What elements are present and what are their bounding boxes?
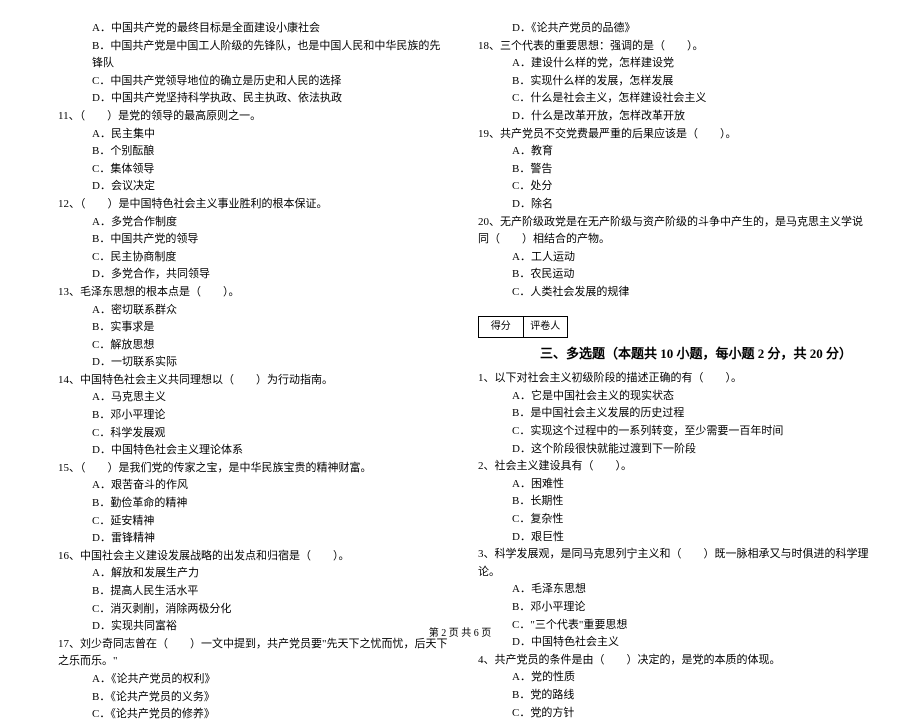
- q15-opt-c: C．延安精神: [50, 513, 450, 531]
- q15-opt-a: A．艰苦奋斗的作风: [50, 477, 450, 495]
- right-column: D．《论共产党员的品德》 18、三个代表的重要思想：强调的是（ ）。 A．建设什…: [460, 20, 880, 620]
- q11-opt-d: D．会议决定: [50, 178, 450, 196]
- q14-opt-c: C．科学发展观: [50, 425, 450, 443]
- mq1-opt-b: B．是中国社会主义发展的历史过程: [470, 405, 870, 423]
- q19-opt-c: C．处分: [470, 178, 870, 196]
- left-column: A．中国共产党的最终目标是全面建设小康社会 B．中国共产党是中国工人阶级的先锋队…: [40, 20, 460, 620]
- q13-opt-a: A．密切联系群众: [50, 302, 450, 320]
- q11-opt-a: A．民主集中: [50, 126, 450, 144]
- q13-opt-b: B．实事求是: [50, 319, 450, 337]
- q14-opt-a: A．马克思主义: [50, 389, 450, 407]
- q14-opt-b: B．邓小平理论: [50, 407, 450, 425]
- mq1-opt-a: A．它是中国社会主义的现实状态: [470, 388, 870, 406]
- q19-opt-d: D．除名: [470, 196, 870, 214]
- q18-opt-b: B．实现什么样的发展，怎样发展: [470, 73, 870, 91]
- mq4-opt-a: A．党的性质: [470, 669, 870, 687]
- score-box: 得分 评卷人: [478, 316, 568, 338]
- mq3-stem: 3、科学发展观，是同马克思列宁主义和（ ）既一脉相承又与时俱进的科学理论。: [470, 546, 870, 581]
- mq1-opt-d: D．这个阶段很快就能过渡到下一阶段: [470, 441, 870, 459]
- q20-opt-b: B．农民运动: [470, 266, 870, 284]
- q10-opt-a: A．中国共产党的最终目标是全面建设小康社会: [50, 20, 450, 38]
- q19-stem: 19、共产党员不交党费最严重的后果应该是（ ）。: [470, 126, 870, 144]
- q16-opt-a: A．解放和发展生产力: [50, 565, 450, 583]
- q20-opt-a: A．工人运动: [470, 249, 870, 267]
- q12-stem: 12、（ ）是中国特色社会主义事业胜利的根本保证。: [50, 196, 450, 214]
- mq4-stem: 4、共产党员的条件是由（ ）决定的，是党的本质的体现。: [470, 652, 870, 670]
- q18-stem: 18、三个代表的重要思想：强调的是（ ）。: [470, 38, 870, 56]
- mq3-opt-a: A．毛泽东思想: [470, 581, 870, 599]
- q10-opt-b: B．中国共产党是中国工人阶级的先锋队，也是中国人民和中华民族的先锋队: [50, 38, 450, 73]
- mq2-opt-c: C．复杂性: [470, 511, 870, 529]
- q12-opt-d: D．多党合作，共同领导: [50, 266, 450, 284]
- q11-opt-c: C．集体领导: [50, 161, 450, 179]
- q15-opt-d: D．雷锋精神: [50, 530, 450, 548]
- mq2-opt-d: D．艰巨性: [470, 529, 870, 547]
- q11-stem: 11、（ ）是党的领导的最高原则之一。: [50, 108, 450, 126]
- marker-cell: 评卷人: [524, 317, 568, 337]
- mq4-opt-c: C．党的方针: [470, 705, 870, 723]
- q14-stem: 14、中国特色社会主义共同理想以（ ）为行动指南。: [50, 372, 450, 390]
- q17-opt-d: D．《论共产党员的品德》: [470, 20, 870, 38]
- q13-opt-c: C．解放思想: [50, 337, 450, 355]
- q14-opt-d: D．中国特色社会主义理论体系: [50, 442, 450, 460]
- mq2-stem: 2、社会主义建设具有（ ）。: [470, 458, 870, 476]
- q20-stem: 20、无产阶级政党是在无产阶级与资产阶级的斗争中产生的，是马克思主义学说同（ ）…: [470, 214, 870, 249]
- q15-stem: 15、（ ）是我们党的传家之宝，是中华民族宝贵的精神财富。: [50, 460, 450, 478]
- mq3-opt-b: B．邓小平理论: [470, 599, 870, 617]
- q10-opt-d: D．中国共产党坚持科学执政、民主执政、依法执政: [50, 90, 450, 108]
- score-cell: 得分: [479, 317, 524, 337]
- mq1-opt-c: C．实现这个过程中的一系列转变，至少需要一百年时间: [470, 423, 870, 441]
- q18-opt-a: A．建设什么样的党，怎样建设党: [470, 55, 870, 73]
- q10-opt-c: C．中国共产党领导地位的确立是历史和人民的选择: [50, 73, 450, 91]
- q16-opt-b: B．提高人民生活水平: [50, 583, 450, 601]
- q12-opt-c: C．民主协商制度: [50, 249, 450, 267]
- q20-opt-c: C．人类社会发展的规律: [470, 284, 870, 302]
- q13-stem: 13、毛泽东思想的根本点是（ ）。: [50, 284, 450, 302]
- mq4-opt-b: B．党的路线: [470, 687, 870, 705]
- page-footer: 第 2 页 共 6 页: [0, 626, 920, 642]
- q15-opt-b: B．勤俭革命的精神: [50, 495, 450, 513]
- q17-opt-b: B．《论共产党员的义务》: [50, 689, 450, 707]
- mq2-opt-a: A．困难性: [470, 476, 870, 494]
- mq1-stem: 1、以下对社会主义初级阶段的描述正确的有（ ）。: [470, 370, 870, 388]
- q19-opt-b: B．警告: [470, 161, 870, 179]
- q18-opt-d: D．什么是改革开放，怎样改革开放: [470, 108, 870, 126]
- q12-opt-b: B．中国共产党的领导: [50, 231, 450, 249]
- q16-stem: 16、中国社会主义建设发展战略的出发点和归宿是（ ）。: [50, 548, 450, 566]
- q12-opt-a: A．多党合作制度: [50, 214, 450, 232]
- q11-opt-b: B．个别酝酿: [50, 143, 450, 161]
- mq2-opt-b: B．长期性: [470, 493, 870, 511]
- q16-opt-c: C．消灭剥削，消除两极分化: [50, 601, 450, 619]
- q19-opt-a: A．教育: [470, 143, 870, 161]
- q17-opt-a: A．《论共产党员的权利》: [50, 671, 450, 689]
- q17-opt-c: C．《论共产党员的修养》: [50, 706, 450, 724]
- q13-opt-d: D．一切联系实际: [50, 354, 450, 372]
- section-title: 三、多选题（本题共 10 小题，每小题 2 分，共 20 分）: [470, 344, 870, 365]
- q18-opt-c: C．什么是社会主义，怎样建设社会主义: [470, 90, 870, 108]
